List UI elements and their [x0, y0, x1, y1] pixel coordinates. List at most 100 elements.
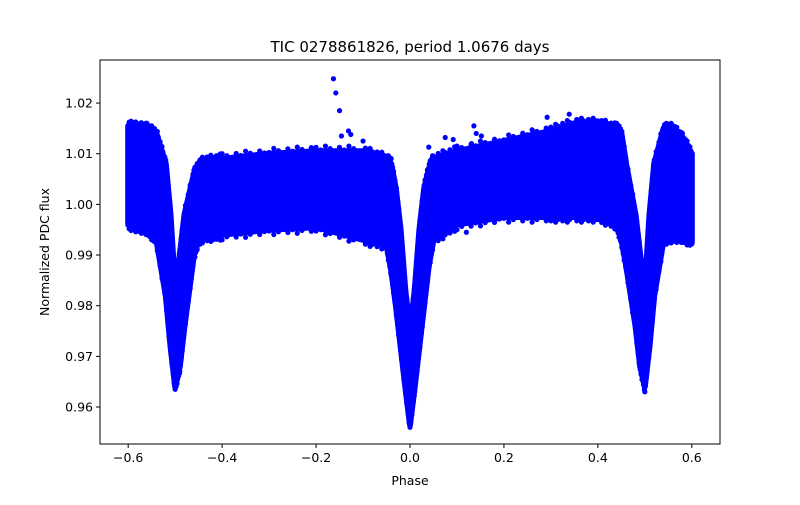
outlier-point	[442, 134, 448, 141]
flux-point	[294, 230, 300, 236]
flux-point	[571, 120, 577, 126]
flux-point	[160, 149, 166, 155]
flux-point	[403, 288, 409, 294]
flux-point	[261, 228, 267, 235]
flux-point	[424, 173, 430, 179]
x-tick-label: −0.4	[207, 450, 237, 465]
flux-point	[416, 225, 422, 232]
flux-point	[194, 246, 200, 253]
flux-point	[656, 268, 662, 275]
flux-point	[649, 318, 655, 324]
flux-point	[529, 127, 535, 133]
flux-point	[247, 231, 253, 237]
flux-point	[634, 219, 640, 225]
outlier-point	[333, 90, 339, 96]
flux-point	[651, 162, 657, 168]
outlier-point	[468, 140, 475, 147]
flux-point	[423, 286, 430, 292]
flux-point	[615, 225, 621, 231]
flux-point	[646, 210, 653, 216]
flux-point	[285, 229, 291, 236]
flux-point	[622, 149, 628, 155]
flux-point	[411, 286, 417, 293]
flux-point	[619, 128, 625, 135]
flux-point	[430, 239, 437, 245]
y-tick-label: 1.01	[65, 146, 93, 161]
flux-point	[688, 148, 694, 154]
flux-point	[429, 247, 436, 253]
flux-point	[621, 144, 627, 150]
flux-point	[424, 279, 430, 285]
flux-point	[181, 335, 187, 341]
flux-point	[275, 229, 282, 235]
flux-point	[189, 179, 195, 185]
flux-point	[648, 327, 655, 333]
flux-point	[444, 151, 451, 157]
flux-point	[308, 145, 314, 151]
flux-point	[224, 153, 230, 159]
flux-point	[390, 283, 396, 289]
flux-point	[449, 148, 455, 155]
flux-point	[341, 147, 347, 153]
x-tick-label: 0.2	[494, 450, 514, 465]
flux-point	[617, 232, 623, 238]
flux-point	[365, 239, 371, 245]
flux-point	[600, 217, 607, 224]
flux-point	[167, 343, 174, 349]
flux-point	[219, 151, 225, 157]
flux-point	[419, 324, 425, 330]
flux-point	[624, 269, 630, 276]
flux-point	[408, 418, 414, 424]
x-axis: −0.6 −0.4 −0.2 0.0 0.2 0.4 0.6	[113, 444, 702, 465]
y-axis: 0.96 0.97 0.98 0.99 1.00 1.01 1.02	[65, 96, 100, 415]
flux-point	[645, 234, 651, 240]
flux-point	[299, 146, 305, 153]
outlier-point	[544, 114, 550, 120]
flux-point	[653, 286, 659, 293]
flux-point	[238, 231, 244, 237]
flux-point	[417, 344, 423, 350]
flux-point	[543, 218, 549, 224]
flux-point	[631, 317, 638, 323]
flux-point	[468, 223, 474, 229]
flux-point	[440, 236, 446, 242]
flux-point	[271, 145, 277, 152]
flux-point	[646, 223, 652, 229]
outlier-point	[426, 144, 432, 150]
flux-point	[543, 125, 549, 131]
flux-point	[477, 223, 484, 229]
flux-point	[397, 343, 403, 349]
outlier-point	[471, 123, 477, 129]
flux-point	[562, 122, 568, 128]
flux-point	[322, 143, 329, 149]
flux-point	[473, 220, 479, 226]
flux-point	[228, 155, 235, 161]
outlier-point	[360, 138, 366, 144]
flux-point	[427, 260, 433, 266]
flux-point	[414, 362, 421, 368]
chart-title: TIC 0278861826, period 1.0676 days	[269, 38, 549, 56]
flux-point	[447, 230, 453, 236]
flux-point	[583, 214, 589, 220]
flux-point	[181, 328, 187, 334]
flux-point	[538, 214, 545, 220]
flux-point	[401, 273, 407, 279]
flux-point	[396, 212, 402, 218]
flux-point	[400, 253, 406, 259]
flux-point	[638, 365, 644, 372]
flux-point	[180, 224, 186, 230]
flux-point	[576, 119, 582, 125]
flux-point	[633, 212, 639, 218]
flux-point	[534, 128, 540, 135]
flux-point	[420, 194, 426, 200]
flux-point	[395, 324, 401, 330]
flux-point	[182, 321, 189, 327]
flux-point	[175, 266, 181, 272]
flux-point	[416, 231, 422, 238]
flux-point	[417, 338, 423, 344]
flux-point	[299, 227, 305, 234]
flux-point	[421, 306, 427, 313]
flux-point	[186, 190, 192, 196]
flux-point	[385, 251, 391, 257]
